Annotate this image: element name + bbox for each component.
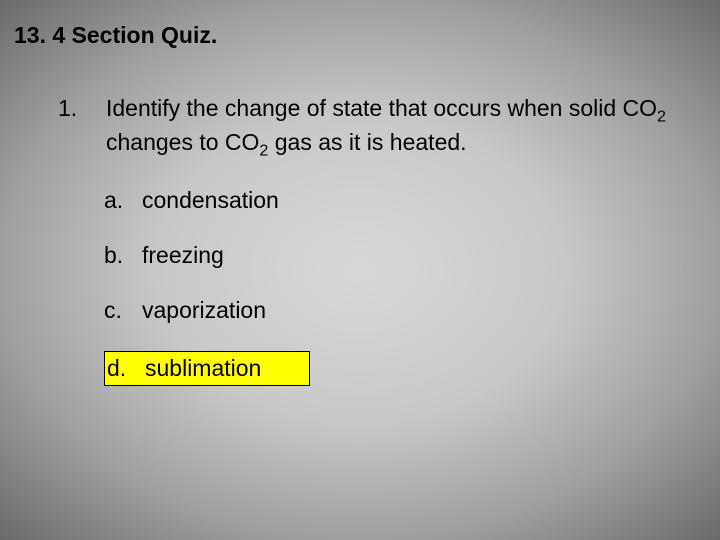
option-text: freezing (138, 241, 228, 270)
option-label: c. (104, 297, 138, 324)
question-text: Identify the change of state that occurs… (106, 94, 680, 161)
question-sub1: 2 (657, 108, 666, 126)
question-text-part3: gas as it is heated. (268, 129, 466, 155)
question: 1. Identify the change of state that occ… (58, 94, 680, 161)
options-list: a. condensation b. freezing c. vaporizat… (104, 186, 310, 412)
question-text-part1: Identify the change of state that occurs… (106, 95, 657, 121)
option-d: d. sublimation (104, 351, 310, 386)
question-number: 1. (58, 94, 106, 161)
option-label: a. (104, 187, 138, 214)
option-a: a. condensation (104, 186, 310, 215)
slide-title: 13. 4 Section Quiz. (14, 22, 217, 49)
option-text: sublimation (141, 354, 265, 383)
option-c: c. vaporization (104, 296, 310, 325)
question-text-part2: changes to CO (106, 129, 259, 155)
slide: 13. 4 Section Quiz. 1. Identify the chan… (0, 0, 720, 540)
option-label: b. (104, 242, 138, 269)
option-label: d. (107, 355, 141, 382)
option-b: b. freezing (104, 241, 310, 270)
option-text: condensation (138, 186, 283, 215)
option-text: vaporization (138, 296, 270, 325)
